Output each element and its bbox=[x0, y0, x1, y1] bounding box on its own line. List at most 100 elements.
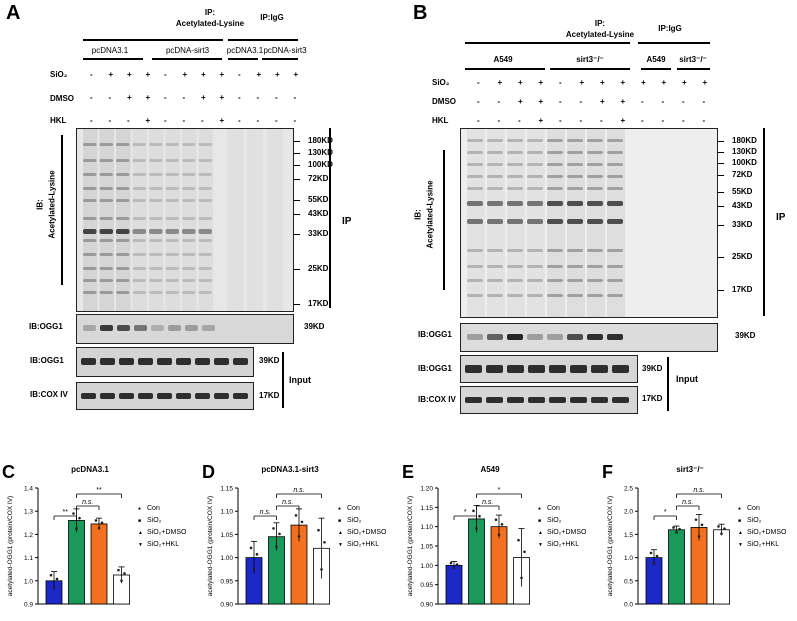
blot-band bbox=[570, 397, 587, 403]
significance-label: n.s. bbox=[482, 499, 493, 506]
blot-band bbox=[149, 279, 163, 282]
hkl-sign: - bbox=[90, 116, 93, 125]
dmso-sign: - bbox=[559, 97, 562, 106]
blot-band bbox=[202, 325, 215, 331]
ib-ogg1-input-b: IB:OGG1 bbox=[418, 364, 452, 373]
blot-cox-b bbox=[460, 386, 638, 414]
y-axis-label: acetylated-OGG1 (protein/COX IV) bbox=[607, 496, 614, 596]
blot-band bbox=[182, 291, 196, 294]
ip-title-b: IP: bbox=[594, 19, 606, 28]
dmso-sign: - bbox=[182, 93, 186, 102]
y-tick-label: 0.95 bbox=[220, 578, 233, 585]
y-tick-label: 1.05 bbox=[420, 544, 433, 551]
blot-band bbox=[467, 139, 483, 142]
y-tick-label: 0.95 bbox=[420, 582, 433, 589]
marker-label: 100KD bbox=[732, 158, 757, 167]
blot-band bbox=[467, 151, 483, 154]
panel-letter-a: A bbox=[6, 2, 21, 24]
blot-band bbox=[487, 187, 503, 190]
ogg1-kd-a: 39KD bbox=[304, 322, 325, 331]
legend-marker: ▲ bbox=[138, 530, 143, 536]
legend-label: SiO₂+HKL bbox=[547, 541, 579, 548]
blot-band bbox=[528, 397, 545, 403]
blot-band bbox=[527, 175, 543, 178]
blot-band bbox=[132, 143, 146, 146]
data-point bbox=[478, 514, 481, 518]
hkl-sign: + bbox=[620, 116, 626, 125]
blot-band bbox=[567, 175, 583, 178]
sio2-sign: + bbox=[641, 78, 646, 87]
data-point bbox=[78, 516, 81, 520]
blot-band bbox=[567, 187, 583, 190]
marker-tick bbox=[718, 192, 724, 193]
blot-band bbox=[83, 159, 97, 162]
marker-label: 100KD bbox=[308, 160, 333, 169]
blot-ogg1-a bbox=[76, 314, 294, 344]
blot-band bbox=[527, 151, 543, 154]
marker-label: 180KD bbox=[308, 136, 333, 145]
sio2-sign: + bbox=[702, 78, 708, 87]
ib-label2-b: Acetylated-Lysine bbox=[425, 180, 435, 249]
panel-letter: C bbox=[2, 462, 15, 482]
blot-band bbox=[99, 217, 113, 220]
data-point bbox=[300, 520, 304, 524]
lane-smear bbox=[132, 129, 147, 311]
marker-label: 25KD bbox=[732, 252, 753, 261]
hkl-sign: - bbox=[256, 116, 260, 125]
blot-band bbox=[168, 325, 181, 331]
blot-band bbox=[99, 239, 113, 242]
blot-band bbox=[607, 279, 623, 282]
data-point bbox=[320, 568, 323, 571]
blot-band bbox=[132, 173, 146, 176]
blot-band bbox=[176, 393, 191, 399]
lane-smear bbox=[99, 129, 114, 311]
significance-label: n.s. bbox=[682, 499, 693, 506]
group-label-b3: A549 bbox=[646, 55, 666, 64]
sio2-label-a: SiO₂ bbox=[50, 70, 68, 79]
blot-band bbox=[467, 201, 483, 206]
dmso-sign: + bbox=[620, 97, 626, 106]
lane-smear bbox=[247, 129, 263, 311]
data-point bbox=[55, 577, 59, 581]
blot-band bbox=[607, 201, 623, 206]
blot-band bbox=[116, 253, 130, 256]
data-point bbox=[255, 553, 259, 556]
blot-band bbox=[547, 151, 563, 154]
blot-band bbox=[149, 143, 163, 146]
marker-label: 180KD bbox=[732, 136, 757, 145]
y-tick-label: 1.10 bbox=[420, 524, 433, 531]
blot-band bbox=[138, 393, 153, 399]
blot-band bbox=[198, 173, 212, 176]
marker-tick bbox=[294, 153, 300, 154]
data-point bbox=[455, 563, 459, 566]
sio2-sign: - bbox=[90, 70, 93, 79]
blot-band bbox=[587, 201, 603, 206]
lane-smear bbox=[198, 129, 213, 311]
hkl-sign: - bbox=[641, 116, 644, 125]
blot-band bbox=[612, 397, 629, 403]
data-point bbox=[678, 527, 681, 531]
blot-band bbox=[567, 163, 583, 166]
blot-band bbox=[487, 163, 503, 166]
y-tick-label: 2.0 bbox=[624, 509, 633, 516]
dmso-sign: - bbox=[477, 97, 480, 106]
blot-band bbox=[100, 393, 115, 399]
sio2-sign: + bbox=[201, 70, 206, 79]
dmso-sign: - bbox=[293, 93, 297, 102]
blot-cox-a bbox=[76, 382, 254, 410]
dmso-sign: - bbox=[108, 93, 112, 102]
blot-band bbox=[507, 294, 523, 297]
blot-band bbox=[607, 219, 623, 224]
blot-band bbox=[165, 199, 179, 202]
blot-band bbox=[467, 163, 483, 166]
bar bbox=[90, 523, 108, 605]
blot-band bbox=[587, 139, 603, 142]
blot-band bbox=[182, 199, 196, 202]
bar bbox=[68, 520, 85, 605]
blot-band bbox=[116, 159, 130, 162]
data-point bbox=[517, 538, 520, 542]
data-point bbox=[317, 528, 320, 532]
